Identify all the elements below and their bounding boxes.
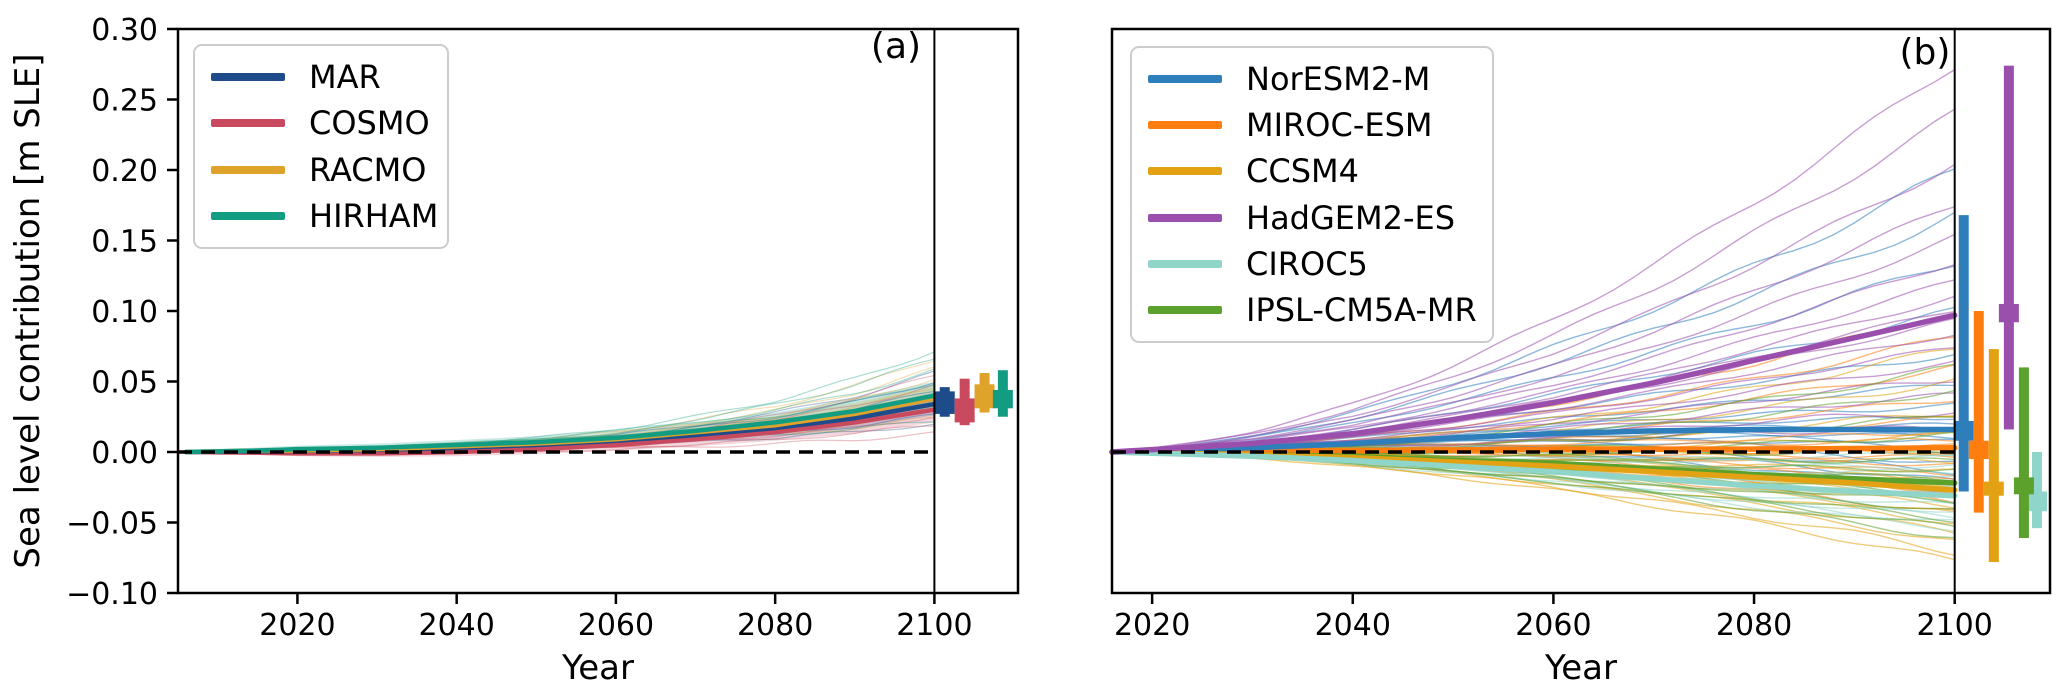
legend-label-HadGEM2-ES: HadGEM2-ES <box>1246 198 1456 237</box>
x-tick-label: 2080 <box>1716 608 1792 643</box>
errorbar-whisker-IPSL-CM5A-MR <box>2018 367 2029 539</box>
legend-item-CIROC5: CIROC5 <box>1148 242 1476 286</box>
errorbar-box-IPSL-CM5A-MR <box>2013 477 2034 495</box>
x-tick-label: 2060 <box>578 608 654 643</box>
y-axis-label: Sea level contribution [m SLE] <box>8 53 48 569</box>
legend-label-MIROC-ESM: MIROC-ESM <box>1246 106 1433 145</box>
errorbar-box-HadGEM2-ES <box>1998 303 2019 323</box>
legend-item-CCSM4: CCSM4 <box>1148 149 1476 193</box>
errorbar-whisker-CIROC5 <box>2031 452 2042 529</box>
y-tick-label: 0.25 <box>91 84 158 119</box>
legend-label-CCSM4: CCSM4 <box>1246 152 1359 191</box>
legend-swatch-NorESM2-M <box>1148 75 1222 84</box>
x-tick-label: 2020 <box>259 608 335 643</box>
legend-panel-a: MAR COSMO RACMO HIRHAM <box>193 44 449 249</box>
y-tick-label: 0.05 <box>91 366 158 401</box>
legend-item-MAR: MAR <box>211 55 431 99</box>
errorbar-box-CCSM4 <box>1983 481 2004 496</box>
panel-b-annotation: (b) <box>1899 32 1951 73</box>
errorbar-box-NorESM2-M <box>1953 420 1974 441</box>
mean-line-CIROC5 <box>1109 449 1958 499</box>
legend-item-HIRHAM: HIRHAM <box>211 194 438 238</box>
errorbar-whisker-MIROC-ESM <box>1973 311 1984 513</box>
errorbar-box-MAR <box>934 391 955 414</box>
mean-line-COSMO <box>183 407 937 456</box>
legend-swatch-COSMO <box>211 119 285 128</box>
x-tick-label: 2060 <box>1515 608 1591 643</box>
legend-label-HIRHAM: HIRHAM <box>309 196 439 235</box>
panel-a: 2020 2040 2060 2080 2100 0.30 0.25 0.20 0.15 0.10… <box>66 13 1020 643</box>
member-line-HadGEM2-ES <box>1111 69 1956 453</box>
member-line-NorESM2-M <box>1111 265 1955 453</box>
errorbar-box-CIROC5 <box>2026 491 2047 512</box>
y-tick-label: 0.30 <box>91 13 158 48</box>
panel-a-annotation: (a) <box>870 26 922 67</box>
errorbar-whisker-HadGEM2-ES <box>2003 65 2014 430</box>
y-tick-label: 0.00 <box>91 436 158 471</box>
y-tick-label: −0.05 <box>66 507 158 542</box>
x-tick-label: 2080 <box>737 608 813 643</box>
errorbar-box-MIROC-ESM <box>1968 440 1989 460</box>
legend-swatch-IPSL-CM5A-MR <box>1148 305 1222 314</box>
member-line-HadGEM2-ES <box>1111 206 1955 453</box>
band-MAR <box>185 392 935 454</box>
axes-frame <box>1110 27 2052 595</box>
panel-b: 2020 2040 2060 2080 2100 <box>1109 27 2052 643</box>
y-tick-label: 0.15 <box>91 225 158 260</box>
legend-item-IPSL-CM5A-MR: IPSL-CM5A-MR <box>1148 288 1477 332</box>
legend-label-NorESM2-M: NorESM2-M <box>1246 60 1431 99</box>
mean-line-HadGEM2-ES <box>1109 312 1958 455</box>
member-line-HadGEM2-ES <box>1111 108 1956 453</box>
member-line-HadGEM2-ES <box>1111 163 1956 453</box>
x-tick-label: 2020 <box>1114 608 1190 643</box>
errorbar-box-RACMO <box>974 384 995 409</box>
legend-swatch-CCSM4 <box>1148 167 1222 176</box>
legend-label-MAR: MAR <box>309 58 381 97</box>
x-tick-label: 2040 <box>1315 608 1391 643</box>
errorbar-box-COSMO <box>954 398 975 423</box>
mean-line-NorESM2-M <box>1109 426 1958 455</box>
legend-swatch-HIRHAM <box>211 211 285 220</box>
mean-line-HIRHAM <box>183 393 937 455</box>
legend-label-COSMO: COSMO <box>309 104 430 143</box>
legend-swatch-CIROC5 <box>1148 259 1222 268</box>
x-tick-label: 2040 <box>418 608 494 643</box>
errorbar-whisker-NorESM2-M <box>1958 215 1969 492</box>
y-tick-label: 0.10 <box>91 295 158 330</box>
x-axis-label-a: Year <box>562 648 634 688</box>
legend-label-RACMO: RACMO <box>309 150 427 189</box>
legend-label-IPSL-CM5A-MR: IPSL-CM5A-MR <box>1246 290 1477 329</box>
y-tick-label: −0.10 <box>66 577 158 612</box>
legend-item-NorESM2-M: NorESM2-M <box>1148 57 1476 101</box>
errorbar-box-HIRHAM <box>992 389 1013 409</box>
legend-item-COSMO: COSMO <box>211 101 431 145</box>
legend-item-HadGEM2-ES: HadGEM2-ES <box>1148 196 1476 240</box>
legend-panel-b: NorESM2-M MIROC-ESM CCSM4 HadGEM2-ES CIROC5 I… <box>1130 46 1494 343</box>
x-axis-label-b: Year <box>1545 648 1617 688</box>
legend-item-RACMO: RACMO <box>211 148 431 192</box>
errorbar-whisker-CCSM4 <box>1988 349 1999 562</box>
legend-item-MIROC-ESM: MIROC-ESM <box>1148 103 1476 147</box>
x-tick-label: 2100 <box>896 608 972 643</box>
x-tick-label: 2100 <box>1917 608 1993 643</box>
legend-swatch-HadGEM2-ES <box>1148 213 1222 222</box>
legend-label-CIROC5: CIROC5 <box>1246 244 1368 283</box>
legend-swatch-RACMO <box>211 165 285 174</box>
y-tick-label: 0.20 <box>91 154 158 189</box>
legend-swatch-MIROC-ESM <box>1148 121 1222 130</box>
band-COSMO <box>185 397 935 457</box>
legend-swatch-MAR <box>211 73 285 82</box>
